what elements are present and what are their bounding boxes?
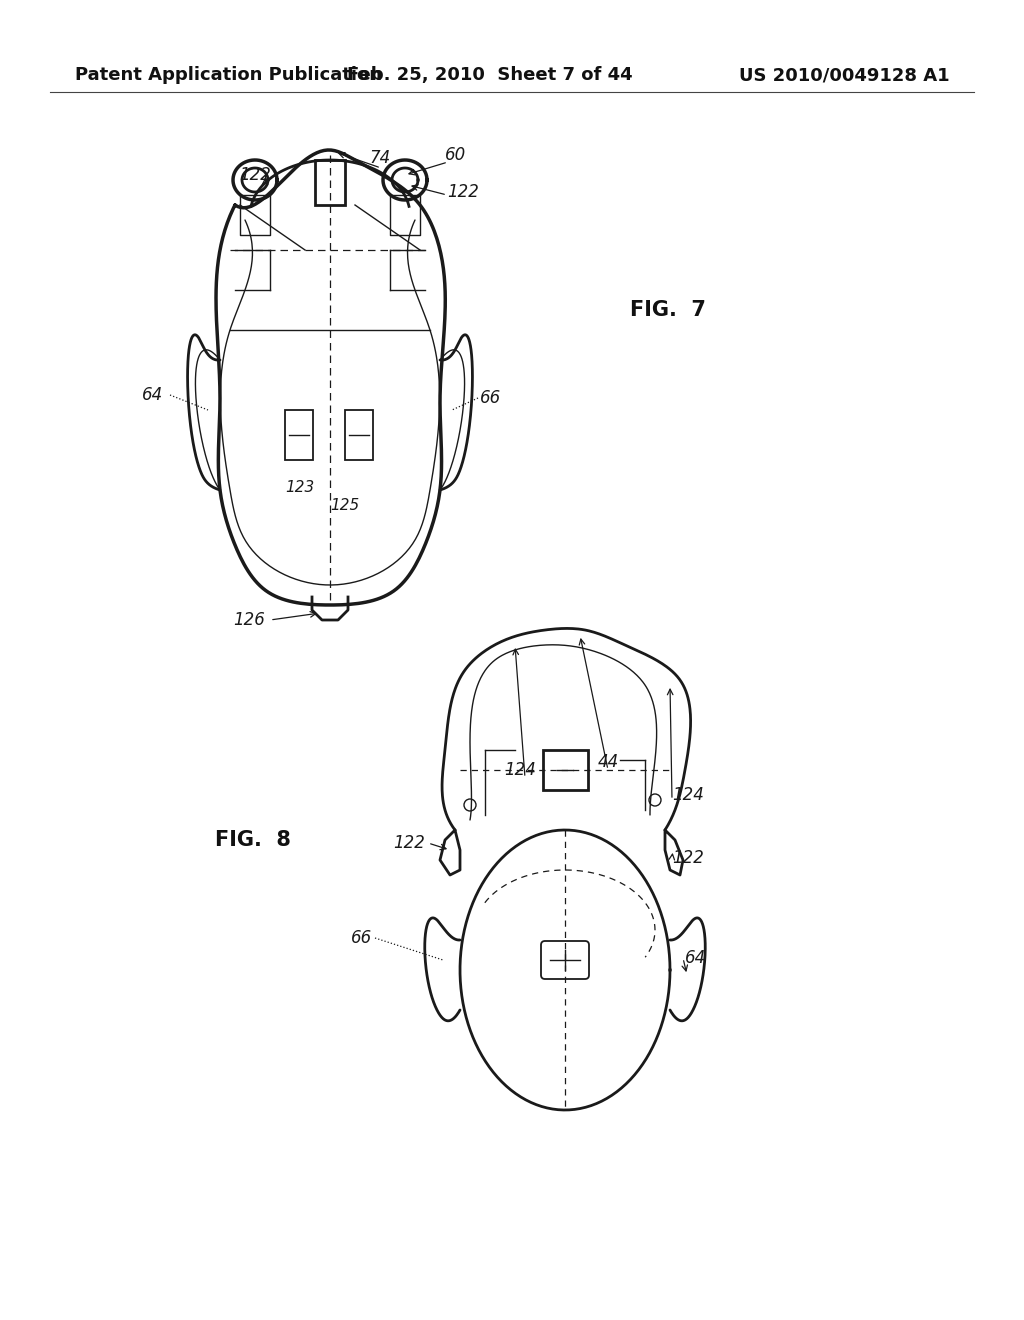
- Text: 64: 64: [685, 949, 707, 968]
- Bar: [285, 411, 313, 459]
- Text: 74: 74: [370, 149, 390, 168]
- Text: 64: 64: [141, 385, 163, 404]
- Text: 66: 66: [480, 389, 502, 407]
- Text: 122: 122: [393, 834, 425, 851]
- Text: 122: 122: [672, 849, 703, 867]
- Bar: [543, 750, 588, 789]
- Text: 123: 123: [286, 480, 314, 495]
- Text: 126: 126: [233, 611, 265, 630]
- Bar: [345, 411, 373, 459]
- Text: FIG.  8: FIG. 8: [215, 830, 291, 850]
- Bar: [315, 160, 345, 205]
- Text: 122: 122: [447, 183, 479, 201]
- Text: 122: 122: [239, 166, 271, 183]
- Text: 44: 44: [597, 752, 618, 771]
- Text: 124: 124: [504, 762, 536, 779]
- Text: Patent Application Publication: Patent Application Publication: [75, 66, 382, 84]
- Text: 124: 124: [672, 785, 703, 804]
- Text: 125: 125: [331, 498, 359, 513]
- Text: US 2010/0049128 A1: US 2010/0049128 A1: [739, 66, 950, 84]
- Text: Feb. 25, 2010  Sheet 7 of 44: Feb. 25, 2010 Sheet 7 of 44: [347, 66, 633, 84]
- Text: 60: 60: [445, 147, 466, 164]
- Text: 66: 66: [351, 929, 372, 946]
- Text: FIG.  7: FIG. 7: [630, 300, 706, 319]
